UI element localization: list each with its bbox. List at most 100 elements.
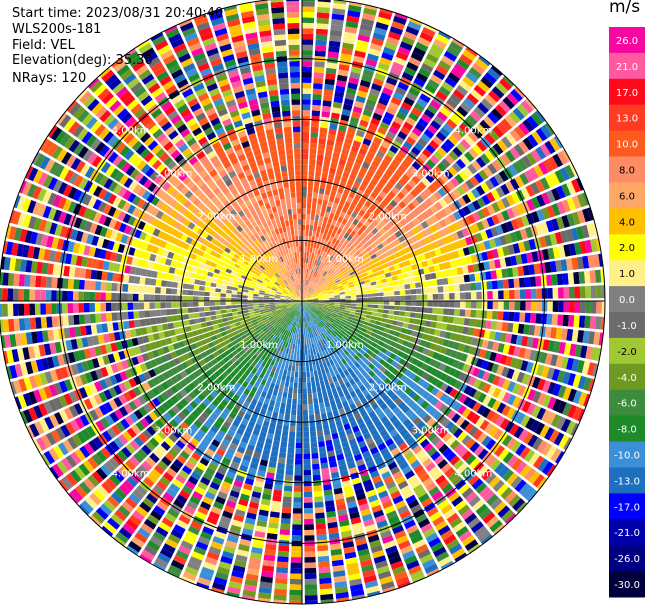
- velocity-bin: [515, 254, 523, 265]
- velocity-bin: [536, 288, 542, 299]
- velocity-bin: [546, 274, 553, 286]
- velocity-bin: [303, 262, 306, 269]
- velocity-bin: [424, 273, 432, 281]
- velocity-bin: [463, 344, 471, 354]
- velocity-bin: [382, 186, 391, 195]
- velocity-bin: [398, 106, 410, 116]
- velocity-bin: [144, 318, 152, 326]
- velocity-bin: [271, 500, 281, 508]
- velocity-bin: [337, 241, 344, 248]
- velocity-bin: [302, 208, 306, 214]
- velocity-bin: [568, 286, 575, 299]
- velocity-bin: [386, 106, 397, 116]
- velocity-bin: [421, 27, 436, 38]
- velocity-bin: [312, 297, 319, 300]
- velocity-bin: [307, 298, 313, 301]
- velocity-bin: [567, 272, 575, 285]
- velocity-bin: [434, 248, 442, 256]
- velocity-bin: [491, 202, 501, 213]
- velocity-bin: [391, 225, 399, 233]
- velocity-bin: [421, 177, 431, 187]
- velocity-bin: [308, 404, 314, 410]
- velocity-bin: [515, 217, 525, 229]
- velocity-bin: [305, 263, 308, 269]
- velocity-bin: [306, 268, 309, 275]
- velocity-bin: [494, 259, 501, 269]
- velocity-bin: [390, 96, 402, 106]
- velocity-bin: [427, 294, 433, 300]
- velocity-bin: [361, 297, 368, 301]
- velocity-bin: [319, 262, 324, 268]
- velocity-bin: [435, 64, 449, 76]
- velocity-bin: [334, 233, 340, 240]
- velocity-bin: [517, 158, 528, 171]
- velocity-bin: [509, 129, 522, 142]
- velocity-bin: [303, 290, 306, 296]
- velocity-bin: [309, 281, 313, 287]
- velocity-bin: [302, 181, 308, 187]
- velocity-bin: [329, 297, 335, 300]
- velocity-bin: [426, 104, 438, 115]
- velocity-bin: [199, 312, 205, 318]
- velocity-bin: [406, 92, 418, 102]
- velocity-bin: [364, 133, 374, 141]
- velocity-bin: [302, 22, 314, 29]
- velocity-bin: [330, 162, 338, 169]
- velocity-bin: [385, 168, 394, 177]
- velocity-bin: [456, 142, 467, 154]
- velocity-bin: [432, 307, 439, 314]
- velocity-bin: [284, 480, 293, 487]
- velocity-bin: [281, 507, 292, 514]
- velocity-bin: [465, 336, 473, 345]
- velocity-bin: [361, 249, 368, 256]
- velocity-bin: [346, 234, 353, 242]
- velocity-bin: [563, 287, 570, 299]
- velocity-bin: [336, 283, 343, 287]
- velocity-bin: [313, 220, 319, 227]
- velocity-bin: [334, 174, 342, 182]
- velocity-bin: [368, 273, 375, 279]
- velocity-bin: [308, 170, 315, 177]
- velocity-bin: [303, 426, 309, 432]
- velocity-bin: [382, 251, 389, 259]
- velocity-bin: [581, 224, 590, 239]
- velocity-bin: [312, 387, 317, 394]
- velocity-bin: [525, 289, 532, 299]
- velocity-bin: [305, 293, 310, 298]
- velocity-bin: [399, 218, 408, 227]
- velocity-bin: [358, 209, 366, 217]
- velocity-bin: [350, 237, 357, 244]
- velocity-bin: [520, 187, 531, 199]
- velocity-bin: [287, 447, 295, 454]
- velocity-bin: [138, 310, 145, 319]
- velocity-bin: [220, 305, 227, 310]
- velocity-bin: [349, 271, 356, 276]
- velocity-bin: [467, 214, 476, 224]
- velocity-bin: [275, 577, 288, 585]
- velocity-bin: [207, 325, 214, 332]
- velocity-bin: [530, 149, 542, 163]
- velocity-bin: [502, 75, 515, 87]
- velocity-bin: [329, 123, 338, 130]
- velocity-bin: [312, 295, 318, 298]
- velocity-bin: [349, 203, 356, 211]
- velocity-bin: [328, 308, 334, 311]
- velocity-bin: [345, 303, 351, 306]
- velocity-bin: [510, 218, 520, 230]
- velocity-bin: [376, 284, 383, 289]
- velocity-bin: [405, 238, 414, 246]
- velocity-bin: [351, 211, 358, 219]
- velocity-bin: [565, 229, 574, 242]
- velocity-bin: [269, 302, 275, 305]
- velocity-bin: [413, 77, 426, 88]
- velocity-bin: [303, 284, 305, 291]
- velocity-bin: [399, 306, 406, 311]
- velocity-bin: [323, 484, 332, 491]
- velocity-bin: [436, 315, 443, 322]
- velocity-bin: [367, 304, 373, 308]
- velocity-bin: [315, 288, 321, 292]
- velocity-bin: [291, 546, 302, 552]
- velocity-bin: [332, 287, 339, 291]
- velocity-bin: [411, 161, 422, 171]
- velocity-bin: [293, 354, 297, 361]
